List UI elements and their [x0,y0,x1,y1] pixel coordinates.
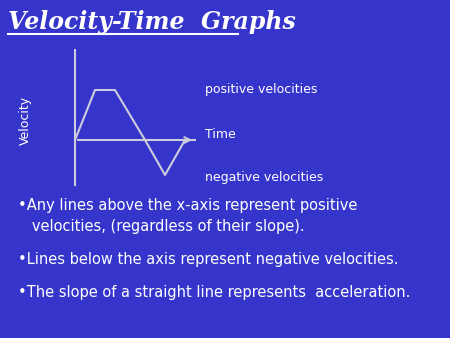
Text: Time: Time [205,128,236,142]
Text: negative velocities: negative velocities [205,171,323,185]
Text: •The slope of a straight line represents  acceleration.: •The slope of a straight line represents… [18,285,410,300]
Text: •Any lines above the x-axis represent positive
   velocities, (regardless of the: •Any lines above the x-axis represent po… [18,198,357,234]
Text: Velocity-Time  Graphs: Velocity-Time Graphs [8,10,296,34]
Text: positive velocities: positive velocities [205,83,317,97]
Text: Velocity: Velocity [18,95,32,145]
Text: •Lines below the axis represent negative velocities.: •Lines below the axis represent negative… [18,252,399,267]
